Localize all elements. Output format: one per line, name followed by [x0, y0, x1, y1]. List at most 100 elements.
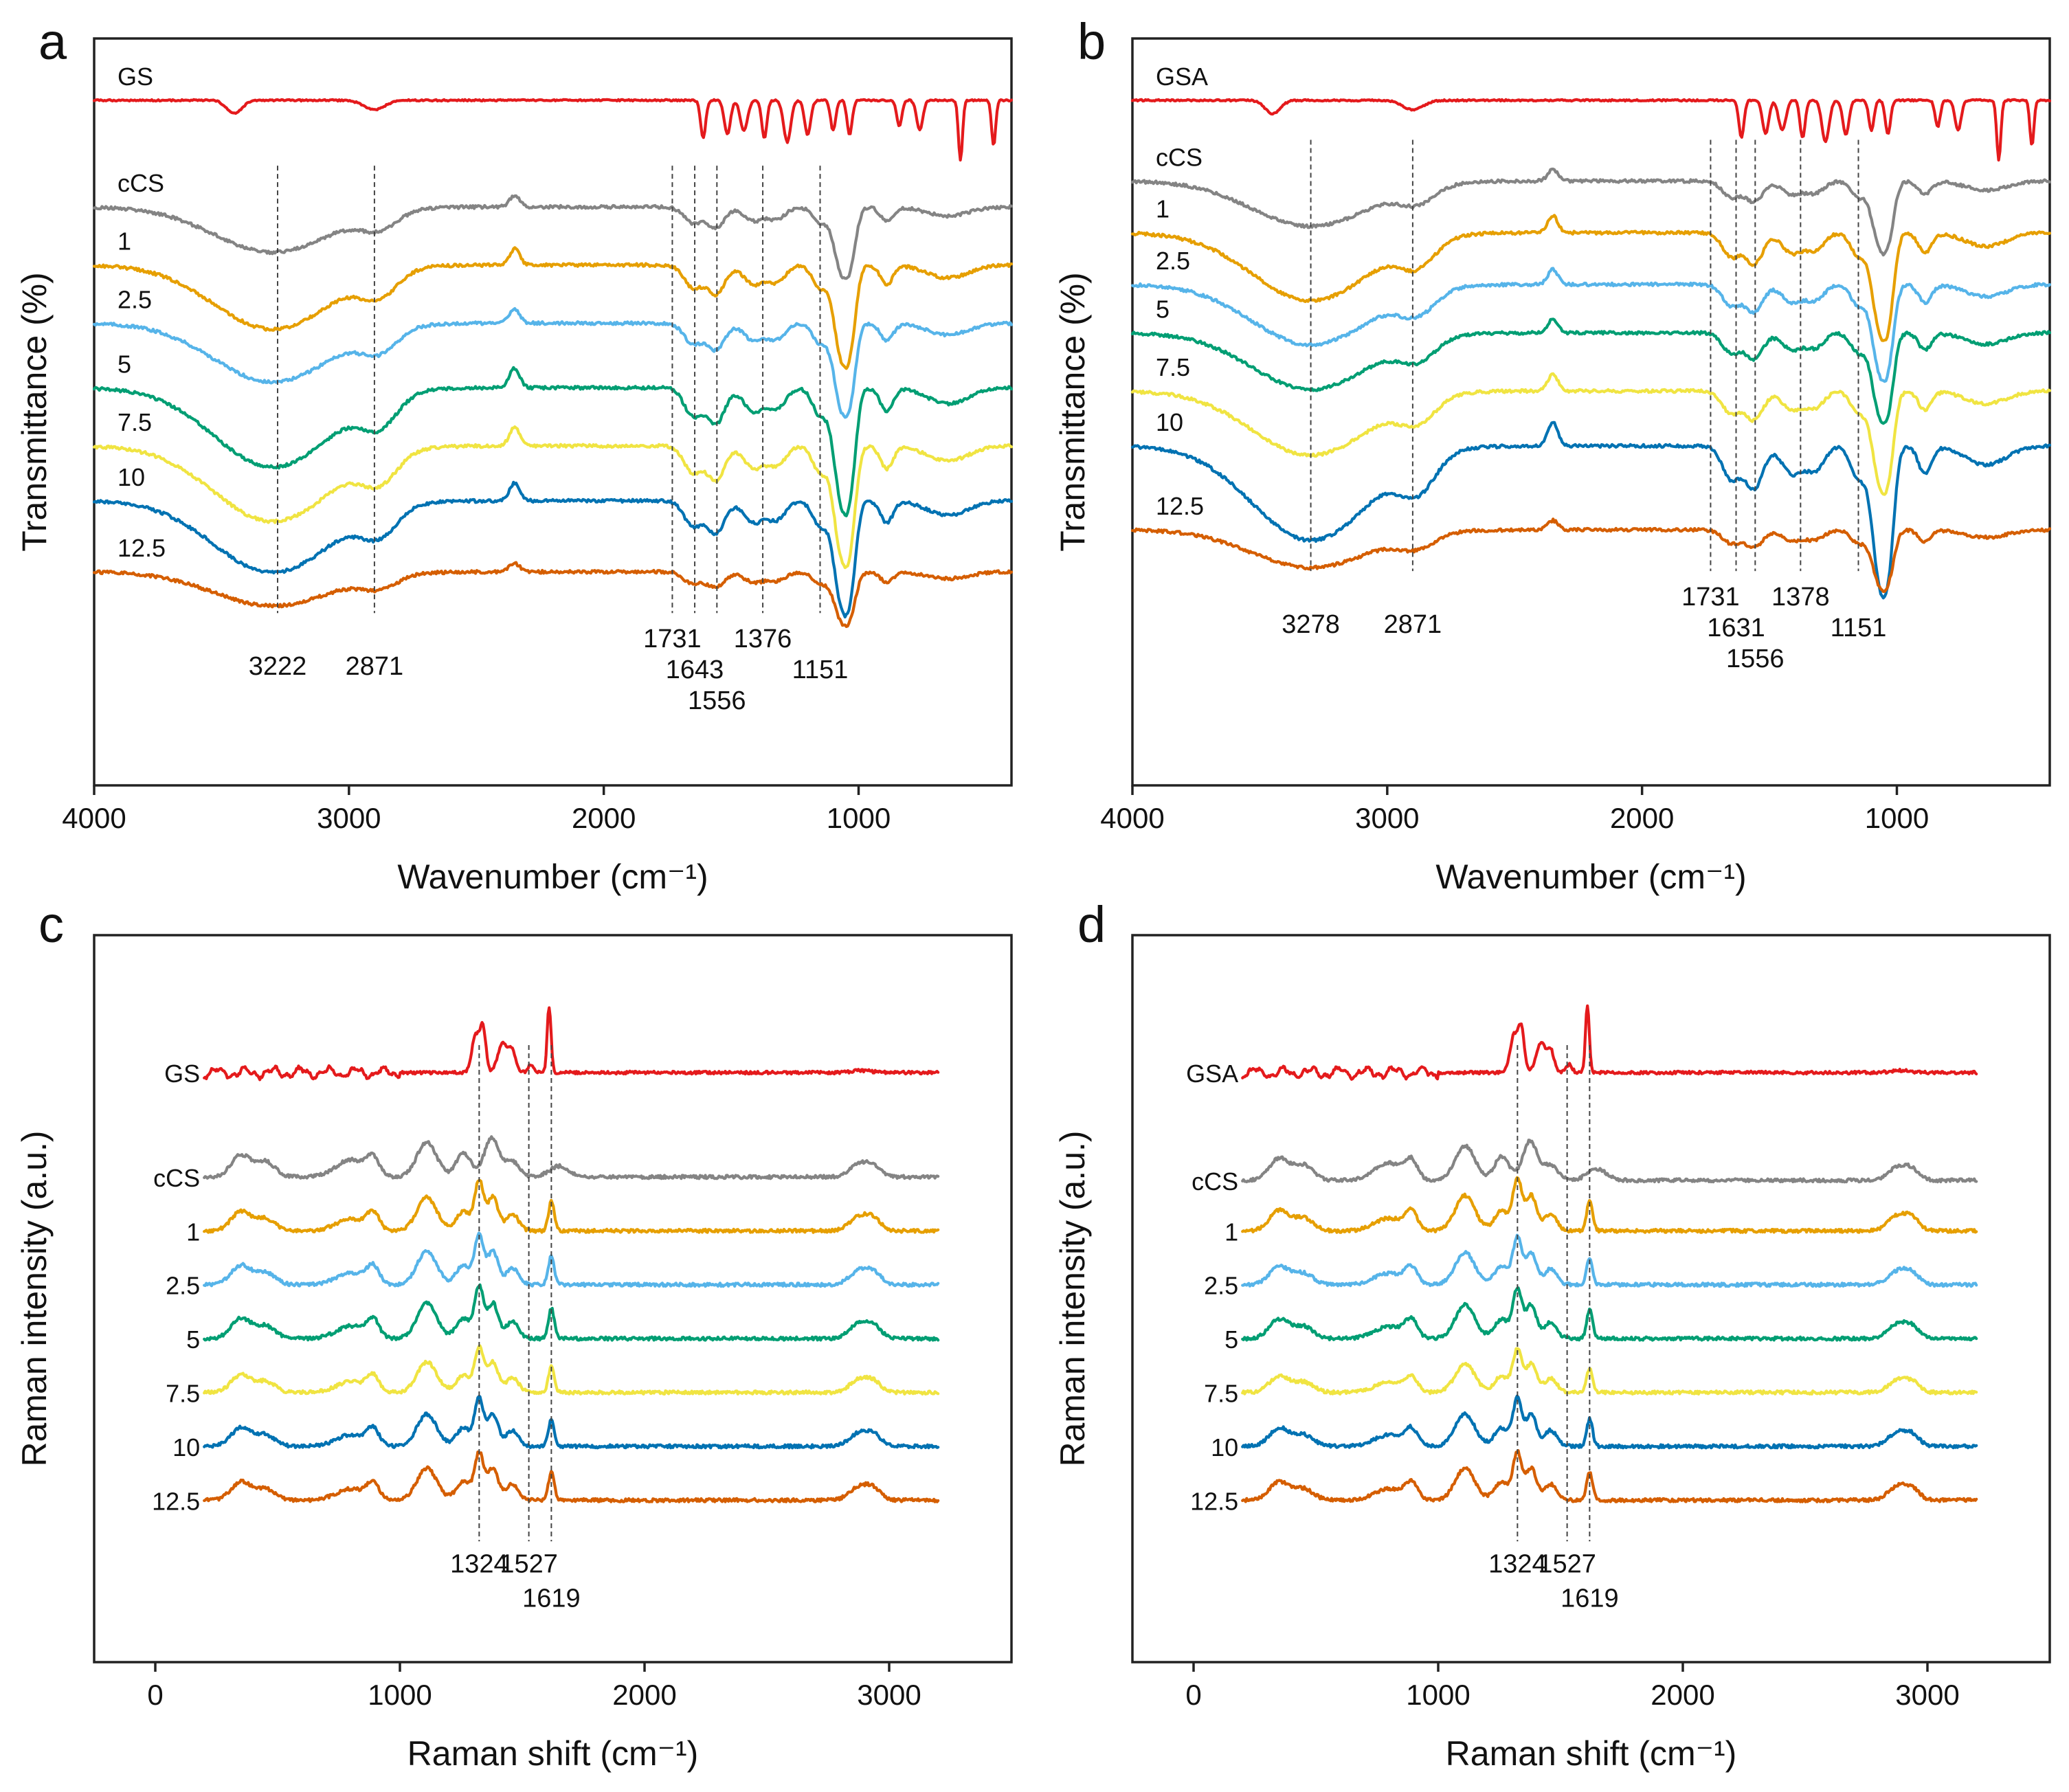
- series-line-5: [203, 1283, 940, 1342]
- series-line-12.5: [92, 561, 1014, 628]
- series-line-GSA: [1130, 98, 2052, 162]
- peak-label: 1631: [1707, 614, 1765, 642]
- series-label: 1: [1156, 195, 1170, 223]
- x-axis-title: Raman shift (cm⁻¹): [1446, 1734, 1737, 1773]
- series-line-GS: [203, 1006, 940, 1082]
- x-tick-label: 0: [147, 1679, 163, 1711]
- peak-label: 3278: [1282, 610, 1340, 639]
- series-line-10: [1130, 421, 2052, 600]
- series-label: 7.5: [1156, 353, 1190, 381]
- peak-label: 1376: [734, 625, 792, 653]
- series-line-10: [1241, 1394, 1978, 1450]
- peak-label: 1151: [792, 656, 849, 684]
- x-tick-label: 3000: [1895, 1679, 1959, 1711]
- x-tick-label: 2000: [1651, 1679, 1714, 1711]
- x-tick-label: 3000: [857, 1679, 921, 1711]
- x-tick-label: 2000: [572, 802, 636, 834]
- series-label: GS: [118, 63, 153, 91]
- y-axis-title: Raman intensity (a.u.): [1053, 1130, 1092, 1466]
- panel-c: c 0 1000 2000 3000 Raman shift (cm⁻¹) Raman in…: [15, 896, 1013, 1773]
- x-tick-label: 1000: [1406, 1679, 1470, 1711]
- x-tick-label: 1000: [368, 1679, 432, 1711]
- plot-frame: [93, 934, 1013, 1664]
- peak-label: 3222: [249, 652, 307, 681]
- plot-frame: [93, 37, 1013, 787]
- series-line-GS: [92, 98, 1014, 162]
- x-tick-label: 4000: [62, 802, 126, 834]
- series-label: 12.5: [118, 534, 166, 562]
- series-line-2.5: [203, 1231, 940, 1288]
- x-tick-label: 4000: [1100, 802, 1164, 834]
- series-line-12.5: [1130, 517, 2052, 593]
- panel-d: d 0 1000 2000 3000 Raman shift (cm⁻¹) Raman in…: [1053, 896, 2051, 1773]
- series-label: 10: [118, 463, 145, 491]
- x-tick-label: 1000: [827, 802, 891, 834]
- peak-label: 1731: [643, 625, 702, 653]
- series-label: 5: [1224, 1325, 1238, 1354]
- series-line-1: [92, 246, 1014, 370]
- peak-label: 1643: [666, 656, 724, 684]
- series-line-cCS: [92, 194, 1014, 280]
- x-tick-label: 3000: [317, 802, 381, 834]
- series-label: 5: [186, 1325, 200, 1354]
- y-axis-title: Transmittance (%): [1053, 272, 1092, 552]
- x-axis-title: Raman shift (cm⁻¹): [407, 1734, 699, 1773]
- series-line-5: [1241, 1286, 1978, 1342]
- peak-label: 1378: [1771, 583, 1830, 612]
- series-label: 5: [1156, 295, 1170, 323]
- series-label: 2.5: [1156, 247, 1190, 275]
- x-axis-title: Wavenumber (cm⁻¹): [1435, 858, 1746, 896]
- x-tick-label: 0: [1185, 1679, 1201, 1711]
- series-label: 10: [1156, 408, 1183, 436]
- series-label: cCS: [153, 1164, 200, 1192]
- series-line-2.5: [1130, 267, 2052, 383]
- series-label: 7.5: [166, 1380, 200, 1408]
- panel-a: a 4000 3000 2000 1000 Wavenumber (cm⁻¹) Transm…: [15, 13, 1014, 896]
- x-tick-label: 1000: [1865, 802, 1929, 834]
- peak-label: 1556: [688, 686, 746, 715]
- y-axis-title: Raman intensity (a.u.): [15, 1130, 54, 1466]
- peak-label: 1619: [1561, 1584, 1619, 1613]
- panel-letter-d: d: [1077, 896, 1106, 953]
- series-line-7.5: [92, 425, 1014, 570]
- series-line-GSA: [1241, 1004, 1978, 1081]
- x-tick-label: 2000: [1610, 802, 1674, 834]
- plot-frame: [1131, 934, 2051, 1664]
- y-axis-title: Transmittance (%): [15, 272, 54, 552]
- series-line-1: [203, 1178, 940, 1234]
- peak-label: 2871: [1384, 610, 1442, 639]
- series-label: 2.5: [118, 285, 152, 313]
- panel-b: b 4000 3000 2000 1000 Wavenumber (cm⁻¹) Transm…: [1053, 13, 2052, 896]
- series-line-5: [1130, 317, 2052, 425]
- peak-label: 1151: [1831, 614, 1887, 642]
- series-label: cCS: [118, 169, 164, 197]
- peak-label: 1527: [1538, 1549, 1596, 1578]
- peak-label: 1731: [1681, 583, 1740, 612]
- panel-letter-b: b: [1077, 13, 1106, 70]
- series-label: 1: [118, 227, 131, 256]
- series-label: 12.5: [152, 1487, 200, 1515]
- x-tick-label: 2000: [612, 1679, 676, 1711]
- x-tick-label: 3000: [1355, 802, 1419, 834]
- peak-label: 1324: [1488, 1549, 1547, 1578]
- series-line-10: [203, 1395, 940, 1450]
- series-line-cCS: [203, 1135, 940, 1180]
- series-label: 5: [118, 350, 131, 378]
- series-label: cCS: [1156, 144, 1203, 172]
- series-label: 10: [172, 1433, 200, 1461]
- series-line-7.5: [1130, 372, 2052, 496]
- series-label: 12.5: [1156, 492, 1204, 520]
- plot-frame: [1131, 37, 2051, 787]
- series-line-cCS: [1241, 1139, 1978, 1184]
- series-line-1: [1130, 214, 2052, 342]
- series-line-7.5: [203, 1344, 940, 1396]
- series-label: 10: [1211, 1433, 1238, 1461]
- series-line-10: [92, 480, 1014, 619]
- series-line-cCS: [1130, 167, 2052, 257]
- panel-letter-a: a: [38, 13, 67, 70]
- series-label: 1: [186, 1218, 200, 1246]
- series-line-1: [1241, 1176, 1978, 1234]
- peak-label: 1324: [450, 1549, 508, 1578]
- peak-label: 1556: [1726, 645, 1785, 673]
